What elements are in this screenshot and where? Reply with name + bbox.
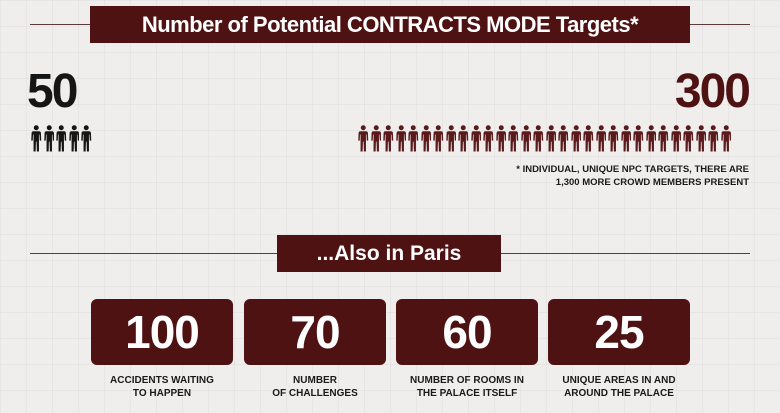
- stat-label: ACCIDENTS WAITING TO HAPPEN: [91, 374, 233, 400]
- stat-label-line-2: THE PALACE ITSELF: [416, 388, 518, 399]
- section-rule-right: [501, 253, 750, 254]
- old-target-figures: [31, 125, 92, 152]
- person-icon: [595, 125, 607, 152]
- person-icon: [583, 125, 594, 152]
- targets-footnote-line-1: * INDIVIDUAL, UNIQUE NPC TARGETS, THERE …: [516, 164, 749, 175]
- stat-label: NUMBER OF ROOMS IN THE PALACE ITSELF: [396, 374, 538, 400]
- person-icon: [470, 125, 482, 152]
- person-icon: [68, 125, 80, 152]
- stat-label: NUMBER OF CHALLENGES: [244, 374, 386, 400]
- stat-value: 60: [396, 299, 538, 365]
- person-icon: [633, 125, 644, 152]
- person-icon: [383, 125, 394, 152]
- person-icon: [445, 125, 457, 152]
- stat-label-line-2: OF CHALLENGES: [272, 388, 358, 399]
- stat-label-line-1: ACCIDENTS WAITING: [110, 375, 214, 386]
- person-icon: [620, 125, 632, 152]
- person-icon: [570, 125, 582, 152]
- person-icon: [495, 125, 507, 152]
- stat-label: UNIQUE AREAS IN AND AROUND THE PALACE: [548, 374, 690, 400]
- person-icon: [408, 125, 419, 152]
- stat-rooms: 60 NUMBER OF ROOMS IN THE PALACE ITSELF: [396, 299, 538, 400]
- person-icon: [56, 125, 67, 152]
- person-icon: [558, 125, 569, 152]
- stat-label-line-1: NUMBER OF ROOMS IN: [410, 375, 524, 386]
- person-icon: [708, 125, 719, 152]
- old-target-count: 50: [27, 65, 78, 118]
- stat-label-line-2: TO HAPPEN: [132, 388, 192, 399]
- new-target-count: 300: [674, 65, 751, 118]
- person-icon: [508, 125, 519, 152]
- title-rule-left: [30, 24, 90, 25]
- stat-label-line-1: NUMBER: [293, 375, 337, 386]
- targets-footnote-line-2: 1,300 MORE CROWD MEMBERS PRESENT: [555, 177, 749, 188]
- person-icon: [43, 125, 55, 152]
- new-target-figures: [358, 125, 731, 152]
- section-title: ...Also in Paris: [277, 235, 501, 272]
- person-icon: [433, 125, 444, 152]
- person-icon: [31, 125, 42, 152]
- person-icon: [81, 125, 92, 152]
- person-icon: [695, 125, 707, 152]
- person-icon: [545, 125, 557, 152]
- stat-value: 70: [244, 299, 386, 365]
- person-icon: [483, 125, 494, 152]
- section-rule-left: [30, 253, 277, 254]
- person-icon: [683, 125, 694, 152]
- stat-label-line-1: UNIQUE AREAS IN AND: [562, 375, 676, 386]
- stat-value: 25: [548, 299, 690, 365]
- person-icon: [720, 125, 732, 152]
- stat-label-line-2: AROUND THE PALACE: [564, 388, 674, 399]
- targets-footnote: * INDIVIDUAL, UNIQUE NPC TARGETS, THERE …: [516, 163, 749, 189]
- stat-areas: 25 UNIQUE AREAS IN AND AROUND THE PALACE: [548, 299, 690, 400]
- stat-accidents: 100 ACCIDENTS WAITING TO HAPPEN: [91, 299, 233, 400]
- person-icon: [458, 125, 469, 152]
- stat-challenges: 70 NUMBER OF CHALLENGES: [244, 299, 386, 400]
- person-icon: [395, 125, 407, 152]
- person-icon: [370, 125, 382, 152]
- page-title: Number of Potential CONTRACTS MODE Targe…: [90, 6, 690, 43]
- title-rule-right: [690, 24, 750, 25]
- person-icon: [658, 125, 669, 152]
- stat-value: 100: [91, 299, 233, 365]
- person-icon: [520, 125, 532, 152]
- person-icon: [645, 125, 657, 152]
- person-icon: [358, 125, 369, 152]
- person-icon: [670, 125, 682, 152]
- person-icon: [533, 125, 544, 152]
- person-icon: [420, 125, 432, 152]
- person-icon: [608, 125, 619, 152]
